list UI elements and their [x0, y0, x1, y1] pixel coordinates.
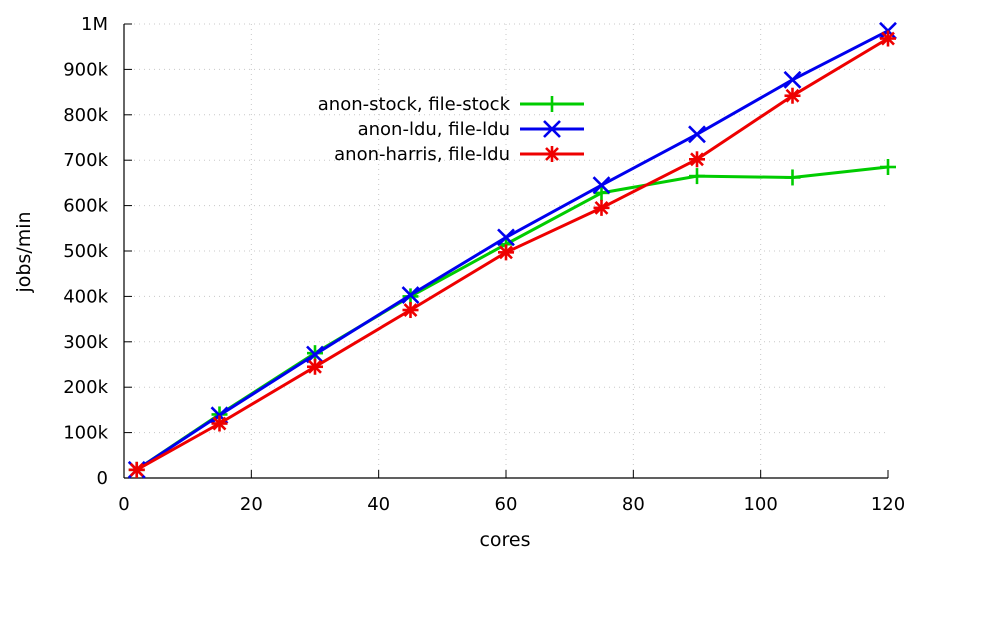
data-point — [689, 151, 705, 168]
legend-label: anon-stock, file-stock — [318, 94, 511, 115]
data-point — [497, 228, 515, 247]
marker-stroke — [545, 147, 559, 161]
y-tick-label: 700k — [63, 150, 108, 171]
legend-marker — [544, 146, 560, 162]
series-line — [135, 37, 889, 472]
data-point — [880, 30, 896, 47]
data-point — [211, 415, 228, 432]
data-point — [128, 461, 145, 478]
series-plus — [128, 159, 896, 478]
series-group — [127, 21, 897, 479]
x-tick-label: 120 — [871, 494, 905, 515]
legend-marker — [543, 120, 561, 138]
data-point — [783, 70, 802, 89]
marker-stroke — [129, 462, 144, 477]
marker-stroke — [497, 228, 515, 247]
y-tick-label: 100k — [63, 423, 108, 444]
y-tick-label: 400k — [63, 286, 108, 307]
data-point — [401, 286, 420, 304]
y-tick-label: 200k — [63, 377, 108, 398]
data-point — [880, 159, 896, 176]
y-tick-label: 300k — [63, 332, 108, 353]
x-tick-label: 60 — [495, 494, 518, 515]
x-tick-label: 40 — [367, 494, 390, 515]
legend-label: anon-ldu, file-ldu — [358, 119, 510, 140]
marker-stroke — [499, 245, 513, 260]
y-tick-label: 900k — [63, 59, 108, 80]
y-tick-label: 600k — [63, 196, 108, 217]
x-tick-label: 0 — [118, 494, 129, 515]
legend-marker — [544, 96, 560, 112]
marker-stroke — [592, 176, 611, 195]
y-axis-label: jobs/min — [13, 211, 35, 293]
legend-label: anon-harris, file-ldu — [334, 144, 510, 165]
marker-stroke — [783, 70, 802, 89]
data-point — [498, 244, 514, 261]
marker-stroke — [210, 406, 229, 425]
marker-stroke — [688, 125, 706, 144]
data-point — [402, 302, 419, 319]
legend-item: anon-stock, file-stock — [318, 94, 584, 115]
marker-stroke — [594, 200, 609, 215]
y-tick-label: 1M — [81, 14, 108, 35]
x-tick-label: 80 — [622, 494, 645, 515]
data-point — [593, 184, 610, 201]
legend-item: anon-harris, file-ldu — [334, 144, 584, 165]
y-tick-label: 800k — [63, 105, 108, 126]
legend: anon-stock, file-stock anon-ldu, file-ldu… — [318, 94, 584, 165]
data-point — [784, 87, 801, 104]
marker-stroke — [785, 88, 800, 103]
marker-stroke — [403, 303, 418, 317]
legend-item: anon-ldu, file-ldu — [358, 119, 584, 140]
marker-stroke — [306, 345, 324, 364]
y-tick-label: 0 — [97, 468, 108, 489]
data-point — [593, 199, 610, 216]
x-axis-label: cores — [479, 529, 530, 551]
data-point — [307, 358, 323, 375]
series-line — [135, 165, 889, 472]
marker-stroke — [212, 416, 227, 431]
marker-stroke — [308, 359, 322, 374]
data-point — [688, 125, 706, 144]
x-tick-label: 100 — [743, 494, 777, 515]
axis-ticks: 0 100k 200k 300k 400k 500k 600k 700k 800k 900k 1M 0… — [63, 14, 905, 515]
data-point — [784, 169, 801, 186]
data-point — [306, 345, 324, 364]
marker-stroke — [543, 120, 561, 138]
y-tick-label: 500k — [63, 241, 108, 262]
data-point — [689, 168, 705, 185]
marker-stroke — [881, 31, 895, 46]
marker-stroke — [690, 152, 704, 167]
x-tick-label: 20 — [240, 494, 263, 515]
series-star — [128, 30, 896, 478]
marker-stroke — [401, 286, 420, 304]
data-point — [592, 176, 611, 195]
